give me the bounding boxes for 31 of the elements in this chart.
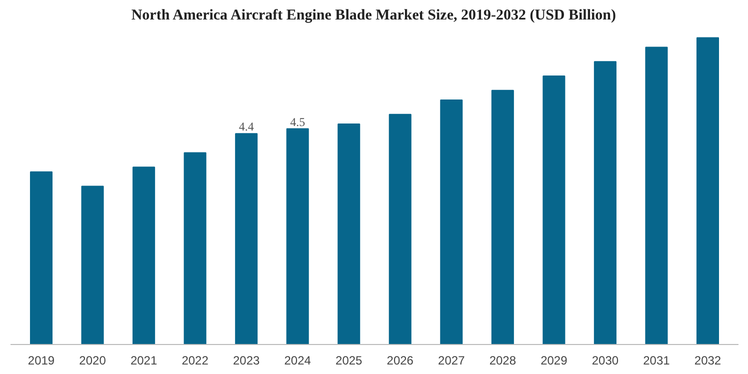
x-tick-label: 2021 bbox=[130, 354, 158, 368]
chart-title: North America Aircraft Engine Blade Market Size, 2019-2032 (USD Billion) bbox=[131, 8, 616, 24]
data-label: 4.5 bbox=[290, 114, 306, 129]
x-tick-label: 2020 bbox=[79, 354, 106, 368]
bar bbox=[388, 114, 412, 344]
bar bbox=[594, 61, 616, 344]
x-tick-label: 2028 bbox=[489, 354, 516, 368]
bar bbox=[286, 128, 309, 344]
x-tick-label: 2031 bbox=[643, 354, 670, 368]
bar bbox=[542, 76, 566, 344]
bar bbox=[184, 152, 206, 344]
x-tick-label: 2030 bbox=[592, 354, 619, 368]
x-tick-label: 2022 bbox=[182, 354, 209, 368]
bar bbox=[338, 123, 360, 344]
x-tick-label: 2023 bbox=[232, 354, 260, 368]
bar bbox=[132, 166, 156, 344]
x-tick-label: 2025 bbox=[336, 354, 363, 368]
x-tick-label: 2024 bbox=[284, 354, 312, 368]
x-tick-label: 2029 bbox=[540, 354, 568, 368]
x-tick-label: 2026 bbox=[386, 354, 414, 368]
bar bbox=[440, 100, 463, 344]
bar bbox=[491, 90, 514, 344]
bar bbox=[645, 46, 668, 344]
bar bbox=[30, 171, 53, 344]
bar bbox=[235, 133, 258, 344]
x-tick-label: 2019 bbox=[28, 354, 55, 368]
bar bbox=[696, 37, 720, 344]
bar bbox=[81, 186, 104, 344]
x-tick-label: 2032 bbox=[694, 354, 722, 368]
x-tick-label: 2027 bbox=[438, 354, 466, 368]
data-label: 4.4 bbox=[238, 120, 254, 134]
